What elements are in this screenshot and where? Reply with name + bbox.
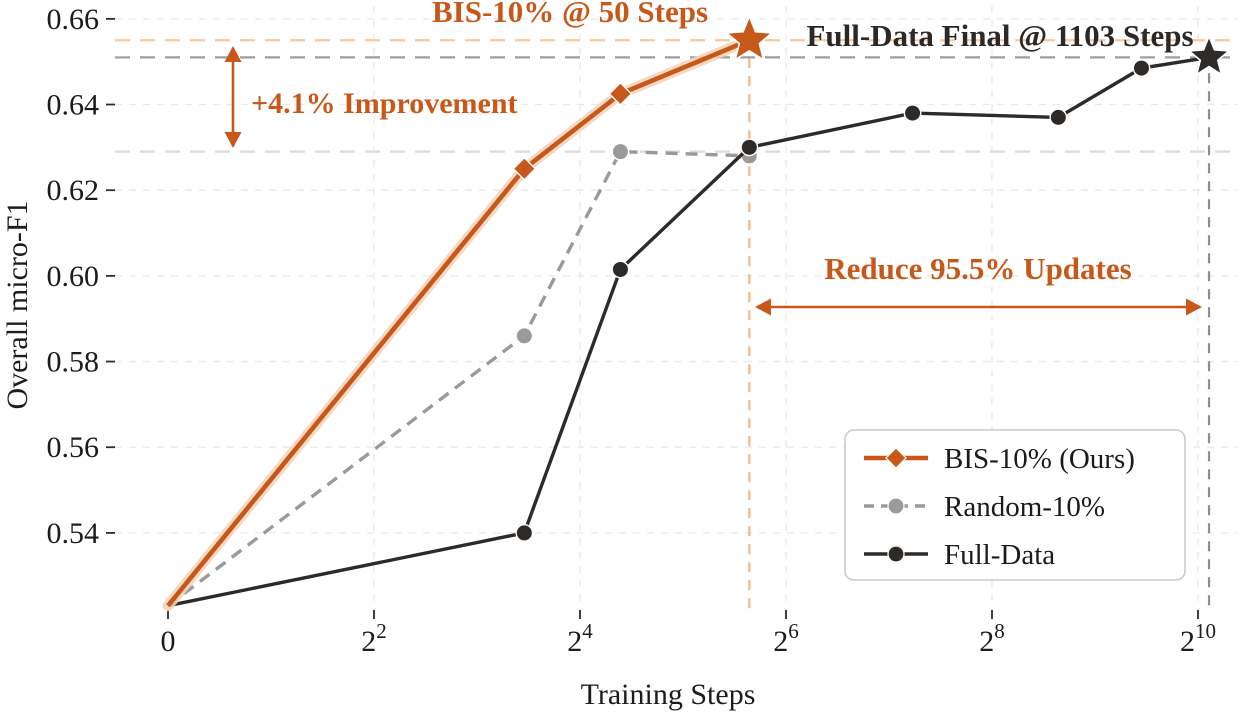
star-marker: [1187, 34, 1232, 77]
legend-label: BIS-10% (Ours): [944, 443, 1135, 475]
annotations: BIS-10% @ 50 Steps Full-Data Final @ 1103…: [224, 0, 1202, 316]
y-tick-label: 0.58: [47, 346, 100, 379]
legend-label: Random-10%: [944, 491, 1105, 523]
y-axis-title: Overall micro-F1: [1, 200, 34, 409]
legend-diamond-marker: [885, 447, 907, 469]
legend-item-random-10: Random-10%: [864, 491, 1105, 523]
legend-box: [844, 429, 1186, 581]
circle-marker: [515, 523, 534, 542]
legend-circle-marker: [887, 545, 905, 563]
series-bis-10: [162, 14, 775, 612]
x-tick-label: 28: [979, 619, 1005, 658]
reduction-arrow: [755, 298, 1202, 316]
x-tick-label: 26: [773, 619, 799, 658]
x-axis-title: Training Steps: [581, 678, 756, 711]
diamond-marker: [608, 81, 633, 106]
series-full-data: [167, 34, 1232, 608]
y-tick-label: 0.62: [47, 174, 100, 207]
circle-marker: [515, 326, 534, 345]
x-tick-label: 22: [361, 619, 387, 658]
x-tick-label: 24: [567, 619, 593, 658]
annotation-reduction: Reduce 95.5% Updates: [824, 251, 1131, 286]
y-tick-label: 0.56: [47, 431, 100, 464]
y-tick-label: 0.54: [47, 517, 100, 550]
legend-label: Full-Data: [944, 539, 1055, 571]
series-line: [166, 149, 750, 608]
series-line: [167, 55, 1210, 608]
annotation-improvement: +4.1% Improvement: [251, 87, 518, 120]
diamond-marker: [512, 156, 537, 181]
series-line: [166, 38, 751, 608]
circle-marker: [1049, 108, 1068, 127]
legend: BIS-10% (Ours) Random-10% Full-Data: [844, 429, 1186, 581]
legend-item-full-data: Full-Data: [864, 539, 1055, 571]
reference-lines: [115, 39, 1238, 610]
improvement-arrow: [224, 46, 242, 148]
gridlines: [115, 6, 1238, 610]
legend-item-bis-10: BIS-10% (Ours): [864, 443, 1135, 475]
x-axis: 0 22 24 26 28 210 Training Steps: [161, 610, 1216, 711]
circle-marker: [740, 138, 759, 157]
y-tick-label: 0.66: [47, 3, 100, 36]
y-axis: 0.54 0.56 0.58 0.60 0.62 0.64 0.66 Overall micr…: [1, 3, 115, 550]
y-tick-label: 0.60: [47, 260, 100, 293]
star-marker: [724, 14, 775, 62]
x-tick-label: 0: [161, 625, 176, 658]
legend-circle-marker: [887, 497, 905, 515]
circle-marker: [1132, 59, 1151, 78]
annotation-full-final: Full-Data Final @ 1103 Steps: [806, 18, 1193, 53]
x-tick-label: 210: [1180, 619, 1216, 658]
series: [162, 14, 1232, 612]
circle-marker: [903, 104, 922, 122]
annotation-bis-final: BIS-10% @ 50 Steps: [432, 0, 708, 29]
circle-marker: [611, 260, 630, 279]
y-tick-label: 0.64: [47, 89, 100, 122]
circle-marker: [611, 142, 630, 161]
